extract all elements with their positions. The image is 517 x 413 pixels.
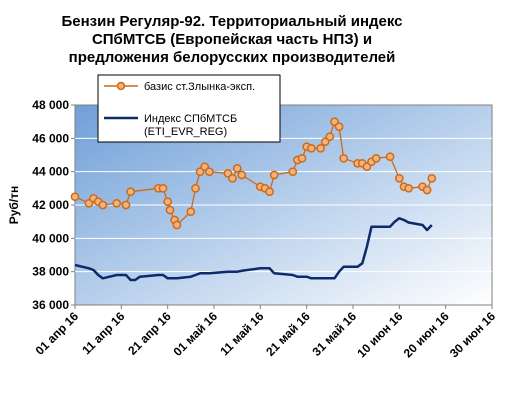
- data-point: [306, 143, 316, 153]
- data-point: [112, 198, 122, 208]
- data-point: [70, 192, 80, 202]
- data-point: [228, 173, 237, 183]
- data-point: [126, 187, 135, 197]
- data-point: [339, 153, 349, 163]
- y-tick-label: 46 000: [32, 131, 69, 145]
- x-tick-label: 11 апр 16: [79, 309, 127, 357]
- data-point: [316, 143, 325, 153]
- data-point: [297, 153, 307, 163]
- legend: базис ст.Злынка-эксп. Индекс СПбМТСБ (ET…: [97, 74, 281, 143]
- data-point: [98, 200, 108, 210]
- x-tick-label: 01 апр 16: [33, 309, 82, 358]
- legend-label-2b: (ETI_EVR_REG): [144, 126, 227, 138]
- data-point: [163, 197, 173, 207]
- data-point: [334, 122, 344, 132]
- data-point: [186, 207, 196, 217]
- legend-label-2a: Индекс СПбМТСБ: [144, 113, 237, 125]
- data-point: [269, 170, 279, 180]
- data-point: [404, 183, 413, 193]
- data-point: [265, 187, 274, 197]
- data-point: [427, 173, 437, 183]
- x-tick-label: 21 апр 16: [125, 309, 174, 358]
- y-tick-label: 48 000: [32, 98, 69, 112]
- y-axis: 36 000 38 000 40 000 42 000 44 000 46 000 48 0…: [32, 98, 75, 312]
- series-layer: [70, 117, 437, 282]
- y-tick-label: 36 000: [32, 298, 69, 312]
- chart-title-line-1: Бензин Регуляр-92. Территориальный индек…: [61, 13, 402, 30]
- data-point: [232, 163, 242, 173]
- data-point: [371, 153, 381, 163]
- data-point: [165, 205, 175, 215]
- data-point: [121, 200, 131, 210]
- y-tick-label: 38 000: [32, 265, 69, 279]
- data-point: [422, 185, 432, 195]
- data-point: [205, 167, 214, 177]
- data-point: [288, 167, 298, 177]
- data-point: [237, 170, 247, 180]
- x-tick-label: 01 май 16: [171, 309, 221, 359]
- y-tick-label: 44 000: [32, 165, 69, 179]
- y-axis-title: Руб/тн: [7, 186, 21, 225]
- chart-title-line-2: СПбМТСБ (Европейская часть НПЗ) и: [92, 31, 372, 48]
- x-tick-label: 31 май 16: [310, 309, 360, 359]
- y-tick-label: 40 000: [32, 231, 69, 245]
- data-point: [172, 220, 182, 230]
- y-tick-label: 42 000: [32, 198, 69, 212]
- x-tick-label: 21 май 16: [263, 309, 313, 359]
- data-point: [325, 132, 335, 142]
- x-tick-label: 11 май 16: [217, 309, 266, 358]
- legend-swatch-marker-1: [116, 81, 126, 91]
- x-tick-label: 10 июн 16: [354, 309, 405, 360]
- legend-label-1: базис ст.Злынка-эксп.: [144, 81, 255, 93]
- x-tick-label: 30 июн 16: [447, 309, 498, 360]
- data-point: [385, 152, 395, 162]
- series-line-2: [74, 217, 433, 282]
- x-tick-label: 20 июн 16: [401, 309, 452, 360]
- data-point: [158, 183, 168, 193]
- chart-title: Бензин Регуляр-92. Территориальный индек…: [61, 13, 402, 66]
- chart-title-line-3: предложения белорусских производителей: [69, 49, 396, 66]
- data-point: [394, 173, 404, 183]
- data-point: [191, 183, 200, 193]
